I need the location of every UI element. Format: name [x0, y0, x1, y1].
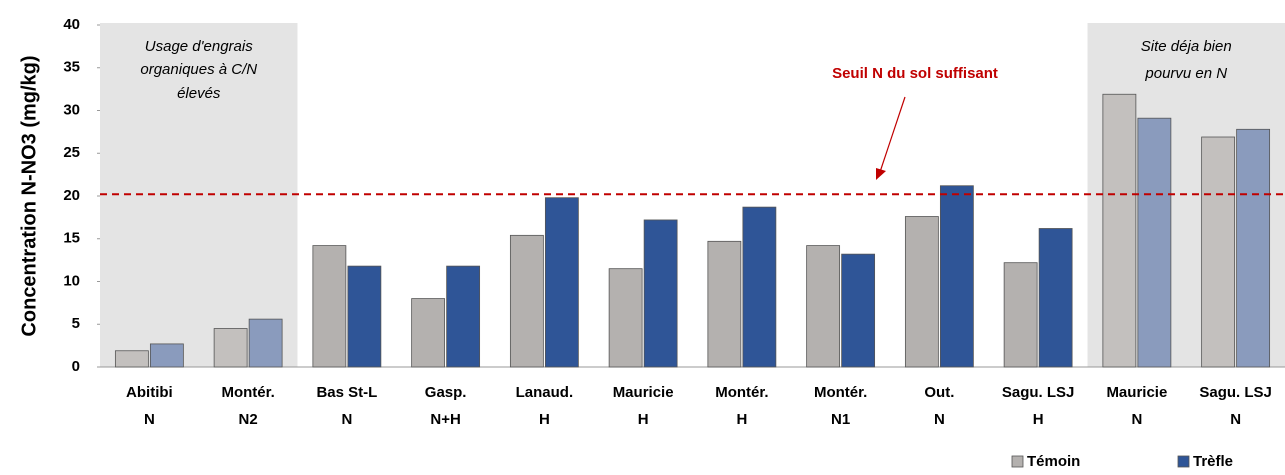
x-tick-label: Sagu. LSJ — [1199, 384, 1272, 401]
x-tick-label: N — [1131, 411, 1142, 428]
annotation: organiques à C/N — [140, 61, 257, 78]
x-tick-label: Sagu. LSJ — [1002, 384, 1075, 401]
bar — [742, 206, 777, 368]
x-tick-label: N2 — [239, 411, 258, 428]
annotation: élevés — [177, 85, 221, 102]
bar — [114, 350, 149, 368]
x-tick-label: Montér. — [715, 384, 768, 401]
bar — [544, 197, 579, 368]
x-tick-label: H — [1033, 411, 1044, 428]
legend-label: Témoin — [1027, 453, 1080, 470]
x-tick-label: N — [1230, 411, 1241, 428]
legend-swatch — [1011, 455, 1024, 468]
bar — [248, 318, 283, 368]
bar — [841, 253, 876, 368]
bar — [1201, 136, 1236, 368]
bar — [1236, 128, 1271, 368]
bar — [1137, 117, 1172, 368]
bar — [904, 216, 939, 368]
bar — [939, 185, 974, 368]
bar — [213, 328, 248, 368]
y-tick-label: 40 — [63, 16, 80, 33]
x-tick-label: Out. — [924, 384, 954, 401]
x-tick-label: N1 — [831, 411, 850, 428]
x-tick-label: Gasp. — [425, 384, 467, 401]
bar — [1003, 262, 1038, 368]
x-tick-label: H — [539, 411, 550, 428]
bar — [312, 245, 347, 368]
annotation: pourvu en N — [1144, 65, 1227, 82]
x-tick-label: H — [638, 411, 649, 428]
x-tick-label: N — [934, 411, 945, 428]
y-tick-label: 10 — [63, 272, 80, 289]
arrow — [879, 96, 906, 173]
bar — [446, 265, 481, 368]
annotation: Usage d'engrais — [145, 38, 253, 55]
bar — [347, 265, 382, 368]
x-tick-label: N — [144, 411, 155, 428]
bar — [707, 240, 742, 368]
legend-label: Trèfle — [1193, 453, 1233, 470]
x-tick-label: Mauricie — [613, 384, 674, 401]
y-tick-label: 35 — [63, 59, 80, 76]
x-tick-label: H — [736, 411, 747, 428]
bar — [411, 298, 446, 368]
legend-swatch — [1177, 455, 1190, 468]
bar — [149, 343, 184, 368]
y-axis-label: Concentration N-NO3 (mg/kg) — [18, 55, 40, 336]
y-tick-label: 20 — [63, 187, 80, 204]
bar — [509, 234, 544, 368]
x-tick-label: Abitibi — [126, 384, 173, 401]
y-tick-label: 15 — [63, 230, 80, 247]
x-tick-label: Bas St-L — [316, 384, 377, 401]
y-tick-label: 5 — [72, 315, 80, 332]
x-tick-label: Lanaud. — [516, 384, 574, 401]
y-tick-label: 30 — [63, 101, 80, 118]
y-tick-label: 0 — [72, 358, 80, 375]
y-tick-label: 25 — [63, 144, 80, 161]
bar — [608, 268, 643, 368]
x-tick-label: Montér. — [814, 384, 867, 401]
x-tick-label: N+H — [430, 411, 460, 428]
x-tick-label: Mauricie — [1106, 384, 1167, 401]
x-tick-label: Montér. — [221, 384, 274, 401]
annotation: Site déja bien — [1141, 38, 1232, 55]
bar — [806, 245, 841, 368]
x-tick-label: N — [341, 411, 352, 428]
bar — [643, 219, 678, 368]
threshold-label: Seuil N du sol suffisant — [832, 65, 998, 82]
bar — [1038, 228, 1073, 368]
bar — [1102, 93, 1137, 368]
arrow-head — [876, 168, 886, 180]
